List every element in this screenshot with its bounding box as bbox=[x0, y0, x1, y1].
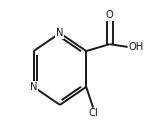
Text: N: N bbox=[56, 28, 64, 38]
Text: OH: OH bbox=[128, 42, 144, 52]
Text: O: O bbox=[106, 10, 113, 20]
Text: N: N bbox=[30, 82, 37, 92]
Text: Cl: Cl bbox=[88, 108, 98, 118]
